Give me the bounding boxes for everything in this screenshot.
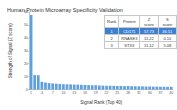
svg-text:50: 50 <box>24 23 28 27</box>
html-text:STX3: STX3 <box>124 42 135 48</box>
html-text:Rank: Rank <box>107 19 117 24</box>
svg-text:20: 20 <box>24 62 28 66</box>
svg-text:13: 13 <box>72 91 76 95</box>
html-text:46.51: 46.51 <box>162 28 173 34</box>
html-text:0.10: 0.10 <box>163 35 172 41</box>
html-text:Protein: Protein <box>123 19 136 24</box>
svg-text:4: 4 <box>41 91 43 95</box>
svg-text:34: 34 <box>148 91 152 95</box>
svg-text:25: 25 <box>115 91 119 95</box>
html-text:1: 1 <box>110 28 113 34</box>
svg-text:1: 1 <box>30 91 32 95</box>
html-text:57.73: 57.73 <box>144 28 154 34</box>
html-text:11.12: 11.12 <box>144 42 154 48</box>
svg-text:7: 7 <box>52 91 54 95</box>
svg-text:37: 37 <box>158 91 162 95</box>
html-text:3: 3 <box>110 42 113 48</box>
svg-text:Human Protein Microarray Speci: Human Protein Microarray Specificity Val… <box>7 7 123 13</box>
html-text:5.08: 5.08 <box>163 42 172 48</box>
svg-text:10: 10 <box>24 75 28 79</box>
html-text:11.22: 11.22 <box>144 35 154 41</box>
html-text:RNASE3: RNASE3 <box>121 35 138 41</box>
html-text:Z score: Z score <box>144 16 154 27</box>
html-text:2: 2 <box>110 35 113 41</box>
svg-text:28: 28 <box>126 91 130 95</box>
svg-text:Strength of Signal (Z score): Strength of Signal (Z score) <box>8 23 13 79</box>
svg-text:31: 31 <box>137 91 141 95</box>
html-text:CD171: CD171 <box>123 28 136 34</box>
svg-text:19: 19 <box>94 91 98 95</box>
svg-text:16: 16 <box>83 91 87 95</box>
svg-text:10: 10 <box>61 91 65 95</box>
html-text:S score: S score <box>162 16 173 27</box>
svg-text:40: 40 <box>169 91 173 95</box>
svg-text:22: 22 <box>105 91 109 95</box>
svg-text:Signal Rank (Top 40): Signal Rank (Top 40) <box>80 100 123 105</box>
svg-text:40: 40 <box>24 36 28 40</box>
svg-text:30: 30 <box>24 49 28 53</box>
svg-text:0: 0 <box>26 88 28 92</box>
